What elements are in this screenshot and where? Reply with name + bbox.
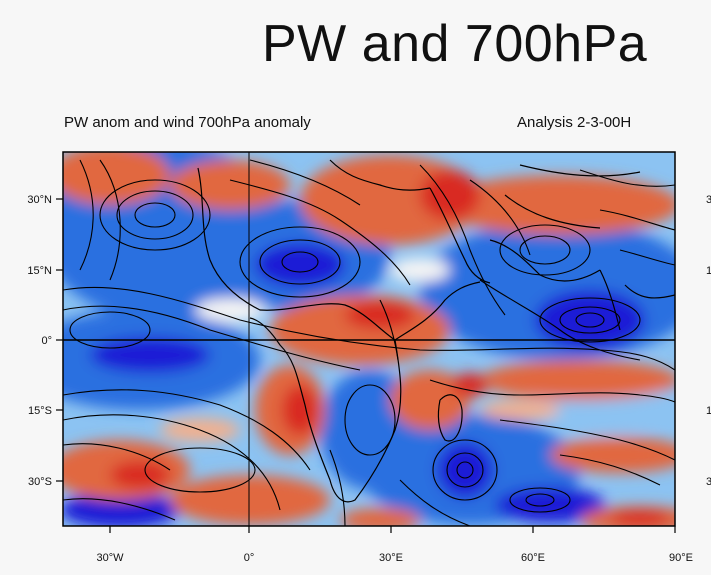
lat-label-15s: 15°S — [28, 405, 52, 417]
lon-label-30e: 30°E — [379, 552, 403, 564]
right-edge-label-2: 1 — [706, 265, 711, 277]
figure-title: PW and 700hPa — [262, 15, 648, 73]
lon-ticks — [109, 526, 676, 533]
lat-label-30n: 30°N — [27, 194, 52, 206]
lat-ticks — [56, 198, 63, 482]
right-edge-label-1: 3 — [706, 194, 711, 206]
lat-label-15n: 15°N — [27, 265, 52, 277]
lon-label-90e: 90°E — [669, 552, 693, 564]
lat-label-0: 0° — [41, 335, 52, 347]
figure-subtitle-right: Analysis 2-3-00H — [517, 114, 632, 131]
coastlines — [197, 159, 675, 503]
lon-label-0: 0° — [244, 552, 255, 564]
map-frame — [62, 151, 676, 527]
lat-label-30s: 30°S — [28, 476, 52, 488]
lon-label-30w: 30°W — [96, 552, 124, 564]
figure-subtitle-left: PW anom and wind 700hPa anomaly — [64, 114, 311, 131]
right-edge-label-4: 3 — [706, 476, 711, 488]
right-edge-label-3: 1 — [706, 405, 711, 417]
lon-label-60e: 60°E — [521, 552, 545, 564]
wind-streamlines — [63, 159, 675, 526]
pw-anomaly-field — [63, 152, 675, 526]
